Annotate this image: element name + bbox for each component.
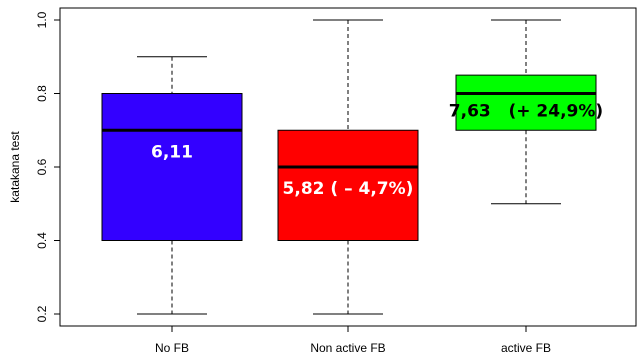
boxes: 6,11 5,82 ( – 4,7%) 7,63 (+ 24,9%) [101,19,603,315]
box-value-label: 7,63 (+ 24,9%) [449,102,603,122]
y-tick-label: 0.8 [35,85,49,102]
y-axis: 0.2 0.4 0.6 0.8 1.0 [35,11,60,322]
y-axis-label: katakana test [8,131,22,203]
box-value-label: 6,11 [151,142,193,162]
y-tick-label: 0.6 [35,158,49,175]
box-group: 5,82 ( – 4,7%) [277,19,419,315]
box-group: 6,11 [101,56,243,315]
box-rect [277,129,419,241]
box-value-label: 5,82 ( – 4,7%) [283,179,414,199]
x-tick-label: No FB [155,341,189,355]
y-tick-label: 1.0 [35,11,49,28]
box-rect [455,74,597,131]
box-rect [101,93,243,241]
x-tick-label: Non active FB [310,341,385,355]
box-group: 7,63 (+ 24,9%) [449,19,603,205]
x-tick-label: active FB [501,341,551,355]
x-axis: No FB Non active FB active FB [155,325,551,355]
y-tick-label: 0.4 [35,232,49,249]
y-tick-label: 0.2 [35,305,49,322]
